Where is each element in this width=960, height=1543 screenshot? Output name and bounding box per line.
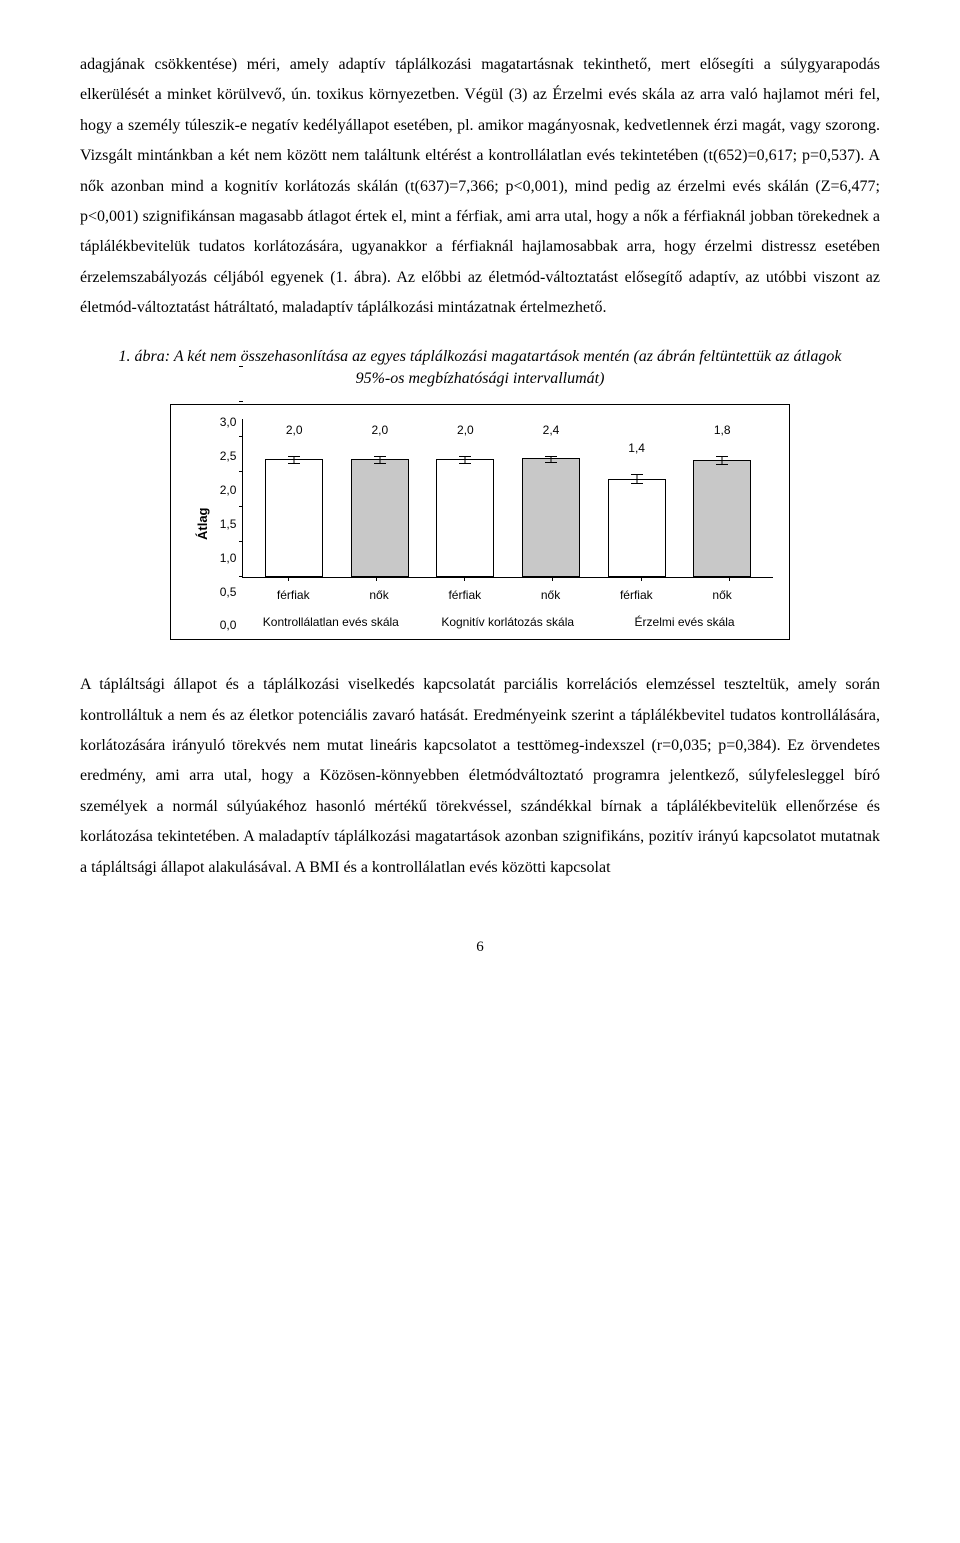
x-axis-groups: Kontrollálatlan evés skálaKognitív korlá… <box>242 615 773 629</box>
x-group-label: Érzelmi evés skála <box>596 615 773 629</box>
body-paragraph-2: A tápláltsági állapot és a táplálkozási … <box>80 670 880 883</box>
x-category-label: nők <box>336 584 422 607</box>
y-tick-label: 2,0 <box>220 479 237 502</box>
x-category-label: nők <box>679 584 765 607</box>
y-tick-label: 0,5 <box>220 581 237 604</box>
bar: 1,8 <box>679 419 765 577</box>
y-axis-label: Átlag <box>187 419 220 629</box>
x-category-label: nők <box>508 584 594 607</box>
y-tick-label: 1,5 <box>220 513 237 536</box>
y-tick-label: 1,0 <box>220 547 237 570</box>
bar-value-label: 2,0 <box>457 419 474 442</box>
bar: 2,0 <box>251 419 337 577</box>
bar-value-label: 2,0 <box>286 419 303 442</box>
figure-1-chart: Átlag 3,0 2,5 2,0 1,5 1,0 0,5 0,0 2,0 2,0 2,0 2,4… <box>170 404 790 640</box>
x-group-label: Kontrollálatlan evés skála <box>242 615 419 629</box>
y-tick-label: 3,0 <box>220 411 237 434</box>
x-category-label: férfiak <box>422 584 508 607</box>
y-tick-label: 0,0 <box>220 614 237 637</box>
chart-plot-area: 2,0 2,0 2,0 2,4 1,4 1,8 <box>242 419 773 578</box>
x-axis-categories: férfiaknőkférfiaknőkférfiaknők <box>242 578 773 607</box>
body-paragraph-1: adagjának csökkentése) méri, amely adapt… <box>80 50 880 324</box>
y-axis-ticks: 3,0 2,5 2,0 1,5 1,0 0,5 0,0 <box>220 411 243 637</box>
figure-caption: 1. ábra: A két nem összehasonlítása az e… <box>110 346 850 391</box>
bar-value-label: 2,4 <box>543 419 560 442</box>
page-number: 6 <box>80 933 880 962</box>
bar-value-label: 2,0 <box>371 419 388 442</box>
x-category-label: férfiak <box>593 584 679 607</box>
bar: 2,0 <box>423 419 509 577</box>
x-category-label: férfiak <box>250 584 336 607</box>
bar: 2,0 <box>337 419 423 577</box>
x-group-label: Kognitív korlátozás skála <box>419 615 596 629</box>
bar-value-label: 1,8 <box>714 419 731 442</box>
y-tick-label: 2,5 <box>220 445 237 468</box>
bar: 2,4 <box>508 419 594 577</box>
bar: 1,4 <box>594 419 680 577</box>
bar-value-label: 1,4 <box>628 437 645 460</box>
